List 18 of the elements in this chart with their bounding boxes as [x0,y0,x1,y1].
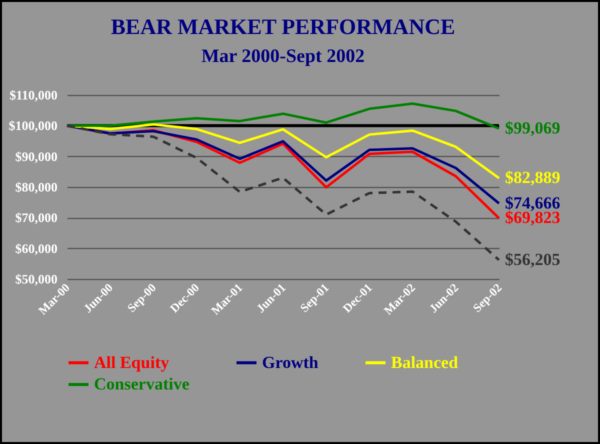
annotation: $74,666 [505,193,560,212]
annotation: $56,205 [505,250,560,269]
y-tick-label: $90,000 [15,148,58,164]
y-tick-label: $100,000 [8,118,58,134]
legend-label: Conservative [94,374,190,394]
y-tick-label: $50,000 [15,272,58,286]
y-tick-label: $110,000 [9,88,58,102]
y-tick-label: $70,000 [15,210,58,226]
legend-label: Growth [262,352,319,372]
annotation: $99,069 [505,118,560,138]
annotation: $82,889 [505,168,560,188]
legend-label: All Equity [94,352,170,372]
y-tick-label: $80,000 [15,180,58,194]
legend-label: Balanced [391,352,459,372]
y-tick-label: $60,000 [15,240,58,256]
chart-title: BEAR MARKET PERFORMANCE [110,14,456,39]
line-series [66,124,500,262]
chart-subtitle: Mar 2000-Sept 2002 [201,46,365,67]
